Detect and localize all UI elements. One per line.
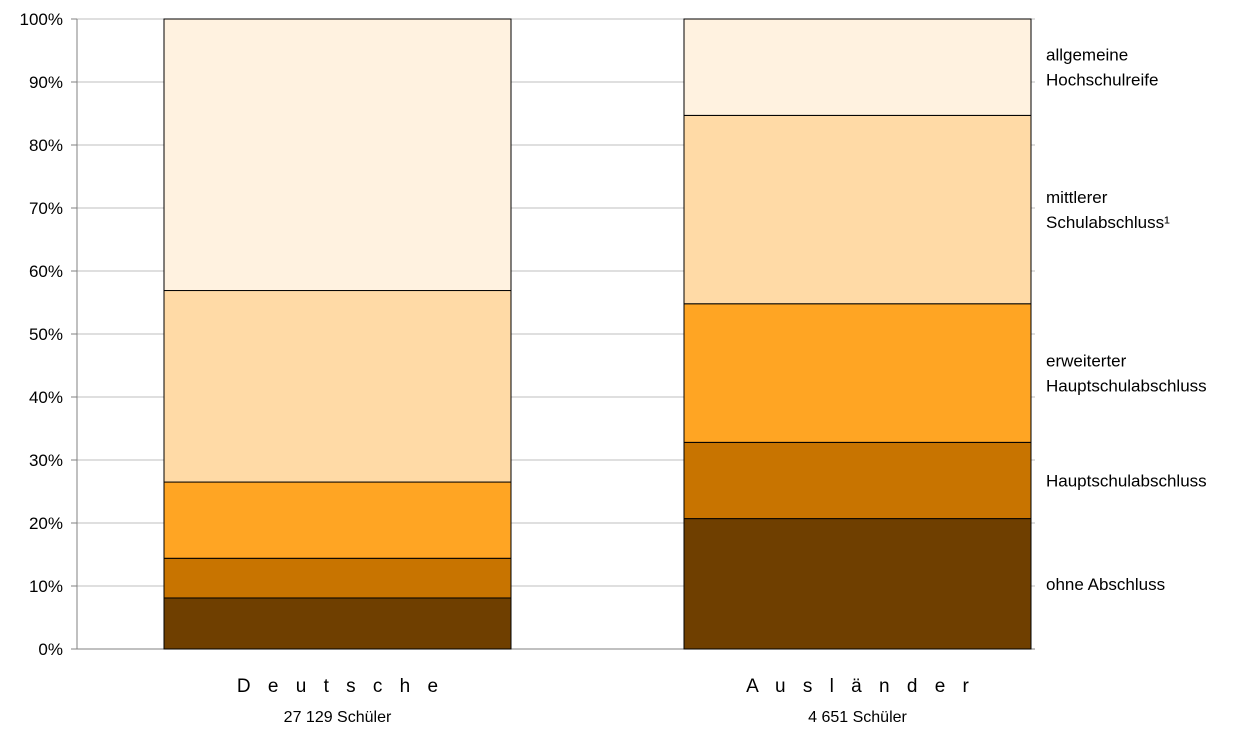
- bar-segment: [163, 18, 512, 292]
- legend-label: Hauptschulabschluss: [1046, 471, 1207, 490]
- legend-label-line: mittlerer: [1046, 188, 1108, 207]
- category-label: A u s l ä n d e r: [746, 676, 975, 697]
- y-tick-label: 100%: [20, 10, 63, 29]
- bar-segment: [683, 18, 1032, 116]
- bar-segment: [683, 518, 1032, 650]
- y-axis: 0% 10% 20% 30% 40% 50% 60% 70% 80% 90% 100%: [20, 10, 1035, 659]
- legend-label: ohne Abschluss: [1046, 575, 1165, 594]
- y-tick-label: 20%: [29, 514, 63, 533]
- legend: allgemeine Hochschulreife mittlerer Schulab…: [1046, 46, 1207, 594]
- legend-label-line: Schulabschluss¹: [1046, 213, 1170, 232]
- legend-label: mittlerer Schulabschluss¹: [1046, 188, 1170, 232]
- category-label: D e u t s c h e: [237, 676, 444, 697]
- bar-segment: [683, 114, 1032, 305]
- legend-label-line: erweiterter: [1046, 352, 1127, 371]
- category-labels: D e u t s c h e 27 129 Schüler A u s l ä n…: [237, 676, 975, 726]
- legend-label-line: Hauptschulabschluss: [1046, 377, 1207, 396]
- y-tick-label: 0%: [38, 640, 63, 659]
- y-tick-label: 50%: [29, 325, 63, 344]
- y-tick-label: 60%: [29, 262, 63, 281]
- bar-segment: [683, 303, 1032, 443]
- legend-label-line: ohne Abschluss: [1046, 575, 1165, 594]
- y-tick-label: 40%: [29, 388, 63, 407]
- bar-segment: [163, 290, 512, 483]
- y-tick-label: 90%: [29, 73, 63, 92]
- bar-segment: [683, 441, 1032, 520]
- bars: [163, 18, 1032, 650]
- category-subtitle: 27 129 Schüler: [284, 709, 392, 726]
- y-tick-label: 80%: [29, 136, 63, 155]
- category-subtitle: 4 651 Schüler: [808, 709, 907, 726]
- legend-label-line: Hochschulreife: [1046, 71, 1158, 90]
- bar-segment: [163, 557, 512, 599]
- y-tick-label: 10%: [29, 577, 63, 596]
- legend-label: allgemeine Hochschulreife: [1046, 46, 1158, 90]
- y-tick-label: 30%: [29, 451, 63, 470]
- legend-label: erweiterter Hauptschulabschluss: [1046, 352, 1207, 396]
- legend-label-line: allgemeine: [1046, 46, 1128, 65]
- legend-label-line: Hauptschulabschluss: [1046, 471, 1207, 490]
- bar-segment: [163, 597, 512, 650]
- y-tick-label: 70%: [29, 199, 63, 218]
- bar-segment: [163, 481, 512, 559]
